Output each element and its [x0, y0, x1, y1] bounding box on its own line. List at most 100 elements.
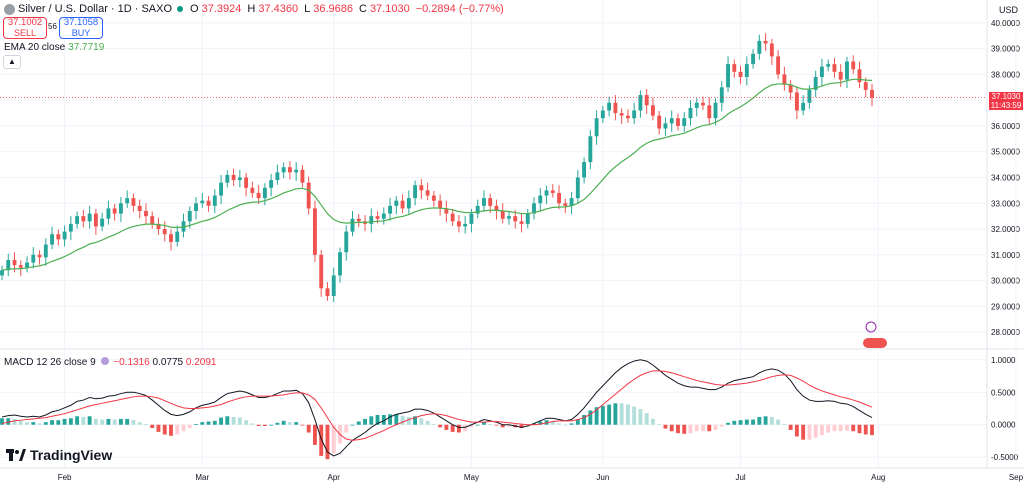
- buy-label: BUY: [71, 28, 91, 38]
- macd-hist-bar: [851, 424, 856, 432]
- candle-body: [650, 105, 655, 116]
- settings-icon[interactable]: [100, 357, 109, 365]
- macd-hist-bar: [776, 419, 781, 425]
- candle-body: [419, 185, 424, 191]
- macd-hist-bar: [319, 424, 324, 456]
- high-label: H: [247, 3, 256, 15]
- candle-body: [600, 110, 605, 119]
- macd-hist-bar: [194, 424, 198, 425]
- macd-hist-bar: [162, 424, 167, 435]
- candle-body: [569, 198, 574, 206]
- macd-hist-bar: [363, 418, 367, 425]
- macd-tick-label: 1.0000: [991, 356, 1016, 365]
- candle-body: [262, 187, 267, 199]
- candle-body: [294, 169, 299, 173]
- macd-hist-bar: [381, 414, 386, 425]
- macd-hist-bar: [563, 424, 568, 426]
- buy-button[interactable]: 37.1058 BUY: [59, 17, 103, 39]
- candle-body: [776, 56, 781, 75]
- candle-body: [194, 203, 198, 211]
- macd-hist-bar: [688, 424, 693, 434]
- macd-hist-bar: [663, 424, 668, 429]
- candle-body: [807, 89, 812, 103]
- macd-hist-bar: [613, 403, 618, 425]
- macd-hist-bar: [657, 424, 662, 425]
- candle-body: [313, 208, 317, 255]
- macd-hist-bar: [463, 424, 468, 432]
- macd-hist-bar: [557, 423, 561, 425]
- macd-hist-bar: [150, 424, 155, 428]
- macd-hist-bar: [187, 424, 192, 428]
- macd-hist-bar: [794, 424, 799, 437]
- macd-hist-bar: [575, 419, 580, 425]
- candle-body: [156, 223, 161, 230]
- price-tick-label: 36.0000: [991, 122, 1020, 131]
- time-tick-label: Aug: [871, 473, 885, 482]
- candle-body: [694, 102, 699, 108]
- candle-body: [444, 208, 449, 214]
- candle-body: [56, 234, 61, 240]
- candle-body: [400, 200, 405, 209]
- candle-body: [613, 102, 618, 114]
- macd-hist-bar: [600, 405, 605, 425]
- macd-hist-bar: [838, 424, 843, 432]
- macd-hist-bar: [694, 424, 699, 432]
- tradingview-logo-icon: [6, 449, 26, 461]
- time-tick-label: Jul: [735, 473, 745, 482]
- macd-hist-bar: [137, 422, 142, 425]
- collapse-indicators-button[interactable]: ▲: [3, 55, 21, 69]
- candle-body: [344, 231, 349, 253]
- event-flash-icon: [865, 321, 877, 333]
- candle-body: [431, 195, 436, 201]
- candle-body: [688, 107, 693, 119]
- macd-hist-bar: [738, 420, 743, 425]
- candle-body: [162, 229, 167, 235]
- candle-body: [206, 200, 211, 206]
- ema-label: EMA 20 close: [4, 42, 66, 53]
- candle-body: [425, 190, 430, 196]
- macd-hist-bar: [125, 418, 130, 425]
- ema-value: 37.7719: [68, 42, 105, 53]
- macd-hist-bar: [569, 423, 574, 425]
- open-value: 37.3924: [201, 3, 242, 15]
- macd-hist-bar: [788, 424, 793, 430]
- candle-body: [619, 113, 624, 116]
- symbol-title[interactable]: Silver / U.S. Dollar · 1D · SAXO: [18, 3, 173, 15]
- candle-body: [87, 213, 92, 222]
- candle-body: [338, 252, 342, 276]
- price-tick-label: 32.0000: [991, 225, 1020, 234]
- macd-hist-bar: [394, 414, 399, 425]
- ema-legend[interactable]: EMA 20 close 37.7719: [4, 42, 104, 53]
- candle-body: [494, 205, 499, 211]
- macd-line: [1, 359, 873, 457]
- candle-body: [845, 61, 849, 80]
- candle-body: [0, 270, 4, 276]
- macd-hist-bar: [93, 418, 98, 425]
- macd-hist-bar: [219, 417, 224, 425]
- candle-body: [863, 82, 868, 90]
- tradingview-logo[interactable]: TradingView: [6, 447, 112, 463]
- price-tick-label: 33.0000: [991, 199, 1020, 208]
- macd-hist-bar: [857, 424, 862, 434]
- macd-hist-bar: [6, 418, 11, 425]
- candle-body: [669, 118, 674, 124]
- candle-body: [175, 231, 180, 242]
- macd-hist-bar: [707, 424, 712, 432]
- candle-body: [125, 198, 130, 204]
- candle-body: [801, 102, 806, 111]
- candle-body: [43, 244, 48, 258]
- macd-hist-bar: [269, 424, 274, 426]
- macd-hist-bar: [225, 416, 230, 425]
- macd-hist-bar: [532, 423, 536, 425]
- macd-hist-bar: [237, 417, 242, 425]
- macd-hist-bar: [469, 424, 474, 428]
- macd-hist-bar: [870, 424, 874, 436]
- candle-body: [857, 69, 862, 83]
- last-price-tag: 37.1030 11:43:59: [989, 92, 1023, 110]
- candle-body: [582, 162, 587, 178]
- macd-legend[interactable]: MACD 12 26 close 9 −0.1316 0.0775 0.2091: [4, 357, 216, 368]
- price-tick-label: 29.0000: [991, 302, 1020, 311]
- sell-button[interactable]: 37.1002 SELL: [3, 17, 47, 39]
- price-tick-label: 38.0000: [991, 70, 1020, 79]
